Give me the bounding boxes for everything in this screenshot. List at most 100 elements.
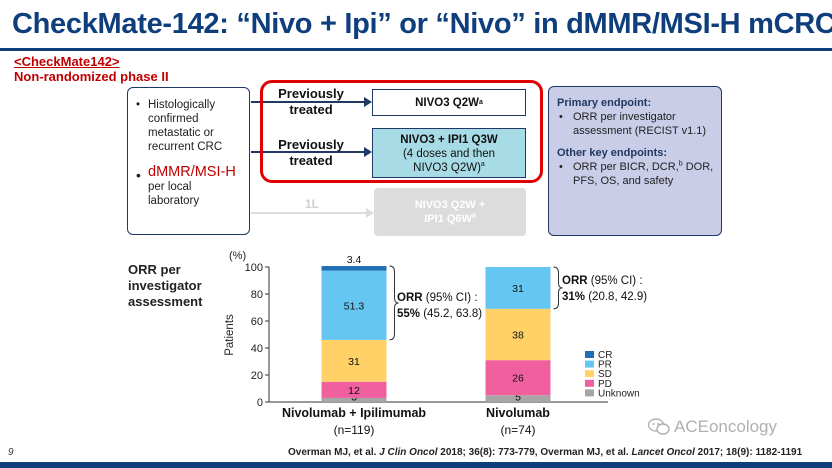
ref-part-e: 2017; 18(9): 1182-1191: [694, 447, 803, 458]
arrow-arm2: [251, 151, 364, 153]
treatment-1l-line2: IPI1 Q6W: [424, 213, 472, 225]
x-category-label: Nivolumab + Ipilimumab: [282, 406, 426, 420]
orr-mono-ci: (20.8, 42.9): [585, 291, 648, 303]
responder-bracket: [389, 265, 399, 341]
treatment-nivo-ipi-line3: NIVO3 Q2W): [413, 162, 481, 174]
orr-combo-value: 55%: [397, 308, 421, 320]
x-category-n: (n=74): [500, 423, 535, 437]
orr-heading: ORR per investigator assessment: [128, 262, 203, 309]
watermark: ACEoncology: [648, 417, 777, 437]
ref-part-a: Overman MJ, et al.: [288, 447, 380, 458]
bar-segment-cr: [321, 266, 387, 271]
orr-combo-ci-label: (95% CI) :: [422, 292, 478, 304]
legend-swatch-unknown: [585, 389, 594, 397]
treatment-nivo-ipi-line2: (4 doses and then: [402, 148, 496, 160]
watermark-text: ACEoncology: [674, 417, 778, 436]
legend-label: PD: [598, 379, 612, 390]
legend-label: CR: [598, 350, 612, 361]
arrow-arm1: [251, 101, 364, 103]
primary-endpoint-heading: Primary endpoint:: [557, 97, 652, 109]
page-title: CheckMate-142: “Nivo + Ipi” or “Nivo” in…: [12, 8, 832, 40]
treatment-nivo-ipi-line1: NIVO3 + IPI1 Q3W: [400, 134, 498, 146]
ref-journal-1: J Clin Oncol: [379, 447, 438, 458]
dmmr-highlight: dMMR/MSI-H: [148, 164, 236, 180]
primary-endpoint-item: ORR per investigator assessment (RECIST …: [557, 110, 715, 138]
y-tick-label: 60: [251, 316, 263, 328]
bar-segment-unknown: [321, 397, 387, 402]
reference-citation: Overman MJ, et al. J Clin Oncol 2018; 36…: [288, 447, 802, 458]
bar-segment-unknown: [485, 395, 551, 402]
legend-label: PR: [598, 360, 612, 371]
title-divider: [0, 48, 832, 51]
orr-combo-ci: (45.2, 63.8): [420, 308, 483, 320]
orr-mono-value: 31%: [562, 291, 586, 303]
arm2-label: Previously treated: [278, 137, 344, 168]
legend-swatch-cr: [585, 351, 594, 358]
legend-swatch-pr: [585, 360, 594, 368]
treatment-1l: NIVO3 Q2W + IPI1 Q6Wa: [374, 188, 526, 236]
arrow-arm1-head: [364, 97, 372, 107]
arm3-label: 1L: [304, 197, 319, 211]
other-endpoints-item: ORR per BICR, DCR,b DOR, PFS, OS, and sa…: [557, 160, 715, 188]
legend-swatch-sd: [585, 370, 594, 378]
orr-combo-label: ORR: [397, 292, 423, 304]
bar-segment-pr: [321, 270, 387, 340]
treatment-1l-sup: a: [471, 212, 476, 220]
orr-mono-label: ORR: [562, 275, 588, 287]
orr-mono-note: ORR (95% CI) : 31% (20.8, 42.9): [562, 273, 647, 305]
bar-segment-sd: [321, 339, 387, 382]
arrow-arm2-head: [364, 147, 372, 157]
arrow-arm3-head: [366, 208, 374, 218]
other-endpoints-sup: b: [678, 160, 683, 168]
x-category-label: Nivolumab: [486, 406, 550, 420]
bar-data-label: 31: [348, 356, 360, 368]
bar-data-label: 26: [512, 373, 524, 385]
page-number: 9: [8, 447, 14, 458]
orr-combo-note: ORR (95% CI) : 55% (45.2, 63.8): [397, 290, 482, 322]
orr-mono-ci-label: (95% CI) :: [587, 275, 643, 287]
y-axis-label: Patients: [224, 314, 236, 356]
bar-data-label: 12: [348, 385, 360, 397]
eligibility-item-2-rest: per local laboratory: [148, 181, 200, 207]
bar-segment-pr: [485, 267, 551, 309]
treatment-nivo-label: NIVO3 Q2W: [415, 96, 479, 109]
ref-part-c: 2018; 36(8): 773-779, Overman MJ, et al.: [437, 447, 632, 458]
legend-label: Unknown: [598, 388, 640, 399]
treatment-1l-line1: NIVO3 Q2W +: [414, 199, 486, 211]
eligibility-box: Histologically confirmed metastatic or r…: [127, 87, 250, 235]
y-tick-label: 80: [251, 289, 263, 301]
endpoints-box: Primary endpoint: ORR per investigator a…: [548, 86, 722, 236]
bottom-bar: [0, 462, 832, 468]
y-unit-label: (%): [229, 250, 246, 262]
eligibility-item-2: dMMR/MSI-H per local laboratory: [136, 165, 243, 208]
study-type: Non-randomized phase II: [14, 69, 169, 84]
ref-journal-2: Lancet Oncol: [631, 447, 695, 458]
y-tick-label: 0: [257, 397, 263, 409]
legend-swatch-pd: [585, 379, 594, 387]
other-endpoints-a: ORR per BICR, DCR,: [573, 161, 679, 173]
wechat-icon: [648, 418, 670, 435]
bar-data-label: 31: [512, 283, 524, 295]
treatment-nivo: NIVO3 Q2W a: [372, 89, 526, 116]
x-category-n: (n=119): [334, 423, 375, 437]
y-tick-label: 20: [251, 370, 263, 382]
bar-data-label: 3.4: [347, 254, 362, 266]
bar-data-label: 38: [512, 330, 524, 342]
bar-segment-pd: [321, 381, 387, 398]
other-endpoints-heading: Other key endpoints:: [557, 147, 668, 159]
treatment-nivo-ipi-sup: a: [480, 161, 485, 169]
eligibility-item-1: Histologically confirmed metastatic or r…: [136, 98, 243, 154]
study-link[interactable]: <CheckMate142>: [14, 54, 120, 69]
legend-label: SD: [598, 369, 612, 380]
bar-data-label: 5: [515, 392, 521, 404]
other-endpoints-b: DOR, PFS, OS, and safety: [573, 161, 714, 187]
arm1-label: Previously treated: [278, 86, 344, 117]
treatment-nivo-ipi: NIVO3 + IPI1 Q3W (4 doses and then NIVO3…: [372, 128, 526, 178]
responder-bracket: [553, 266, 563, 310]
bar-data-label: 51.3: [344, 300, 365, 312]
y-tick-label: 40: [251, 343, 263, 355]
arrow-arm3: [251, 212, 366, 214]
highlight-frame: [260, 80, 543, 183]
bar-segment-sd: [485, 308, 551, 361]
